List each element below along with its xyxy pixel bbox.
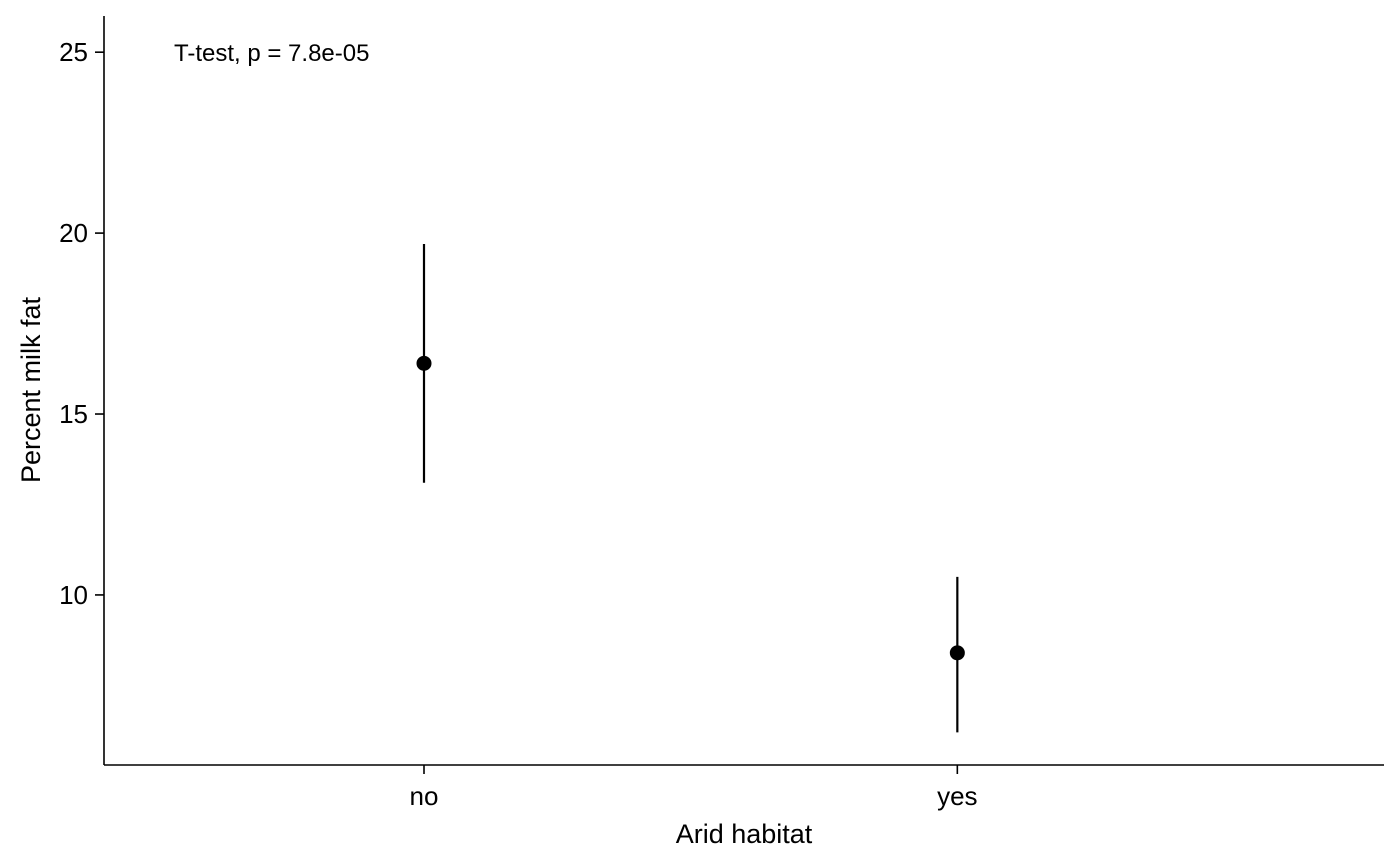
annotation: T-test, p = 7.8e-05 bbox=[174, 40, 369, 67]
plot-layer: 10 15 20 25 no yes bbox=[59, 16, 1384, 811]
y-tick-label: 15 bbox=[59, 399, 88, 429]
data-point bbox=[949, 645, 965, 661]
y-tick-label: 25 bbox=[59, 37, 88, 67]
data-point bbox=[416, 355, 432, 371]
y-axis-title: Percent milk fat bbox=[16, 296, 46, 483]
x-tick-label: yes bbox=[937, 781, 977, 811]
y-tick-label: 10 bbox=[59, 580, 88, 610]
y-tick-label: 20 bbox=[59, 218, 88, 248]
x-axis-title: Arid habitat bbox=[676, 819, 813, 849]
x-tick-label: no bbox=[410, 781, 439, 811]
